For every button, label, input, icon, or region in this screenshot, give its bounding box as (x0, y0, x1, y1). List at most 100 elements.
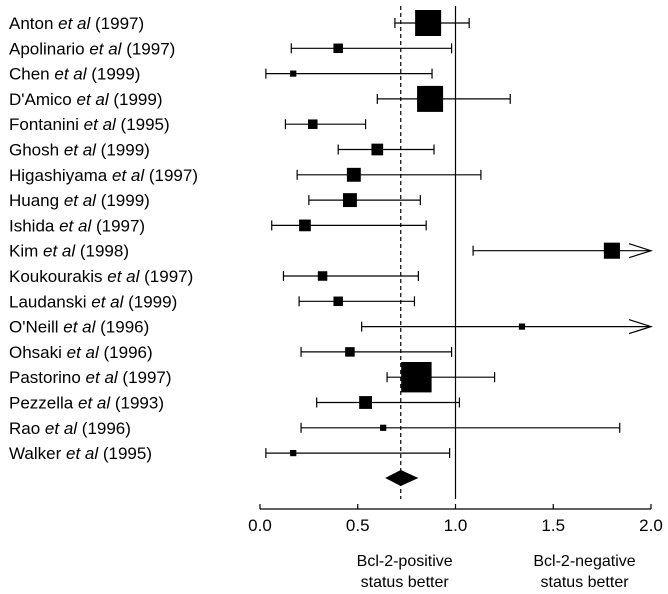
study-label: Koukourakis et al (1997) (9, 267, 193, 286)
study-label: Ohsaki et al (1996) (9, 343, 153, 362)
point-estimate (333, 43, 343, 54)
study-etal: et al (112, 166, 149, 185)
study-author: Chen (9, 65, 54, 84)
study-label: Rao et al (1996) (9, 419, 131, 438)
study-author: Ghosh (9, 141, 64, 160)
study-etal: et al (86, 368, 123, 387)
study-label: Kim et al (1998) (9, 242, 129, 261)
caption-left: status better (361, 574, 450, 591)
study-label: D'Amico et al (1999) (9, 90, 162, 109)
point-estimate (317, 271, 328, 281)
point-estimate (308, 119, 318, 129)
study-etal: et al (59, 216, 96, 235)
x-axis: 0.0 0.5 1.0 1.5 2.0 (248, 504, 663, 535)
study-year: (1996) (82, 419, 131, 438)
study-year: (1996) (104, 343, 153, 362)
study-author: Fontanini (9, 115, 84, 134)
point-estimate (290, 70, 297, 77)
study-etal: et al (45, 419, 82, 438)
point-estimate (380, 424, 387, 431)
axis-captions: Bcl-2-positive status better Bcl-2-negativ… (357, 553, 636, 591)
study-label: O'Neill et al (1996) (9, 318, 149, 337)
study-year: (1993) (115, 394, 164, 413)
study-year: (1997) (122, 368, 171, 387)
point-estimate (417, 85, 444, 112)
study-etal: et al (78, 394, 115, 413)
point-estimate (371, 143, 384, 156)
study-label: Fontanini et al (1995) (9, 115, 170, 134)
study-author: Walker (9, 444, 66, 463)
study-year: (1997) (144, 267, 193, 286)
study-label: Huang et al (1999) (9, 191, 150, 210)
study-etal: et al (58, 14, 95, 33)
point-estimate (299, 219, 311, 232)
point-estimate (415, 10, 442, 36)
study-label: Laudanski et al (1999) (9, 292, 177, 311)
study-author: Rao (9, 419, 45, 438)
study-year: (1999) (128, 292, 177, 311)
point-estimate (518, 323, 526, 330)
study-author: Laudanski (9, 292, 91, 311)
caption-right: status better (541, 574, 630, 591)
study-author: Anton (9, 14, 58, 33)
study-year: (1995) (103, 444, 152, 463)
study-label: Pezzella et al (1993) (9, 394, 164, 413)
study-etal: et al (91, 292, 128, 311)
x-tick-label: 1.0 (444, 516, 468, 535)
study-year: (1997) (95, 14, 144, 33)
study-label: Ghosh et al (1999) (9, 141, 150, 160)
study-year: (1997) (149, 166, 198, 185)
study-author: Huang (9, 191, 64, 210)
point-estimate (333, 296, 343, 307)
study-etal: et al (84, 115, 121, 134)
study-year: (1998) (80, 242, 129, 261)
study-label: Pastorino et al (1997) (9, 368, 172, 387)
study-labels: Anton et al (1997)Apolinario et al (1997… (9, 14, 198, 463)
study-author: Pezzella (9, 394, 78, 413)
study-etal: et al (64, 191, 101, 210)
point-estimate (290, 450, 297, 457)
study-author: Higashiyama (9, 166, 112, 185)
study-author: Ohsaki (9, 343, 67, 362)
caption-left: Bcl-2-positive (357, 553, 453, 570)
x-tick-label: 0.0 (248, 516, 272, 535)
study-etal: et al (63, 318, 100, 337)
study-label: Anton et al (1997) (9, 14, 144, 33)
x-tick-label: 2.0 (639, 516, 663, 535)
study-etal: et al (67, 343, 104, 362)
point-estimate (346, 167, 361, 182)
pooled-diamond (385, 470, 419, 486)
point-estimate (345, 347, 355, 357)
study-year: (1997) (126, 39, 175, 58)
study-label: Chen et al (1999) (9, 65, 140, 84)
study-label: Walker et al (1995) (9, 444, 152, 463)
study-etal: et al (54, 65, 91, 84)
study-year: (1995) (121, 115, 170, 134)
study-label: Higashiyama et al (1997) (9, 166, 198, 185)
x-tick-label: 0.5 (346, 516, 370, 535)
study-author: Ishida (9, 216, 59, 235)
study-label: Apolinario et al (1997) (9, 39, 175, 58)
study-year: (1999) (101, 141, 150, 160)
study-marks (265, 10, 653, 486)
point-estimate (342, 193, 357, 208)
study-etal: et al (89, 39, 126, 58)
point-estimate (359, 396, 372, 409)
guide-lines (400, 6, 457, 499)
study-etal: et al (64, 141, 101, 160)
study-etal: et al (76, 90, 113, 109)
x-tick-label: 1.5 (541, 516, 565, 535)
study-year: (1999) (91, 65, 140, 84)
point-estimate (401, 362, 432, 393)
ci-arrow (628, 319, 653, 335)
study-author: D'Amico (9, 90, 76, 109)
ci-arrow (628, 243, 653, 259)
study-year: (1997) (96, 216, 145, 235)
study-year: (1996) (100, 318, 149, 337)
study-etal: et al (107, 267, 144, 286)
point-estimate (603, 242, 620, 259)
study-etal: et al (43, 242, 80, 261)
study-year: (1999) (101, 191, 150, 210)
study-author: O'Neill (9, 318, 63, 337)
